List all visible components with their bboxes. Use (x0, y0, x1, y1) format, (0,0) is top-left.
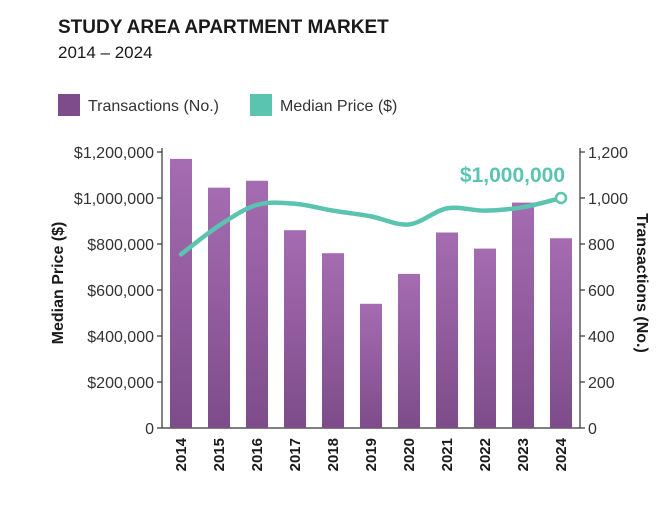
legend: Transactions (No.) Median Price ($) (58, 94, 397, 116)
median-price-line (178, 191, 568, 257)
y-left-tick-label: $1,200,000 (74, 145, 154, 162)
median-price-end-marker (554, 191, 568, 205)
y-right-tick-labels: 0 200 400 600 800 1,000 1,200 (580, 145, 628, 438)
x-tick-2014: 2014 (173, 437, 190, 471)
x-tick-2021: 2021 (439, 438, 456, 471)
y-left-tick-label: $800,000 (87, 237, 154, 254)
bars (170, 158, 572, 428)
y-axis-left-label: Median Price ($) (50, 222, 67, 345)
x-tick-2022: 2022 (477, 438, 494, 471)
x-tick-labels: 2014 2015 2016 2017 2018 2019 2020 2021 2022 2023… (173, 437, 570, 471)
y-right-tick-label: 200 (588, 375, 615, 392)
y-right-tick-label: 600 (588, 283, 615, 300)
y-right-tick-label: 1,200 (588, 145, 628, 162)
y-right-tick-label: 400 (588, 329, 615, 346)
x-tick-2016: 2016 (249, 438, 266, 471)
x-tick-2018: 2018 (325, 438, 342, 471)
bar-2022 (474, 248, 496, 428)
bar-2024 (550, 238, 572, 428)
legend-swatch-median-price (250, 94, 272, 116)
y-right-tick-label: 0 (588, 421, 597, 438)
legend-swatch-transactions (58, 94, 80, 116)
bar-2014 (170, 158, 192, 428)
y-axis-right-label: Transactions (No.) (633, 213, 650, 353)
bar-2018 (322, 253, 344, 428)
x-tick-2015: 2015 (211, 438, 228, 471)
y-left-tick-label: $600,000 (87, 283, 154, 300)
bar-2021 (436, 232, 458, 428)
x-tick-2023: 2023 (515, 438, 532, 471)
bar-2020 (398, 273, 420, 428)
y-right-tick-label: 1,000 (588, 191, 628, 208)
y-left-tick-labels: 0 $200,000 $400,000 $600,000 $800,000 $1,000,… (74, 145, 162, 438)
bar-2019 (360, 303, 382, 428)
y-left-tick-label: 0 (145, 421, 154, 438)
y-right-tick-label: 800 (588, 237, 615, 254)
y-left-tick-label: $1,000,000 (74, 191, 154, 208)
y-left-tick-label: $200,000 (87, 375, 154, 392)
x-tick-2017: 2017 (287, 438, 304, 471)
bar-2023 (512, 202, 534, 428)
chart-subtitle: 2014 – 2024 (58, 43, 153, 62)
x-tick-2020: 2020 (401, 438, 418, 471)
x-tick-2024: 2024 (553, 437, 570, 471)
chart-title: STUDY AREA APARTMENT MARKET (58, 17, 389, 38)
x-tick-2019: 2019 (363, 438, 380, 471)
y-left-tick-label: $400,000 (87, 329, 154, 346)
median-price-path (178, 195, 564, 257)
bar-2015 (208, 187, 230, 428)
legend-label-transactions: Transactions (No.) (88, 98, 219, 115)
price-annotation: $1,000,000 (460, 164, 565, 187)
bar-2017 (284, 230, 306, 428)
bar-2016 (246, 180, 268, 428)
legend-label-median-price: Median Price ($) (280, 98, 397, 115)
